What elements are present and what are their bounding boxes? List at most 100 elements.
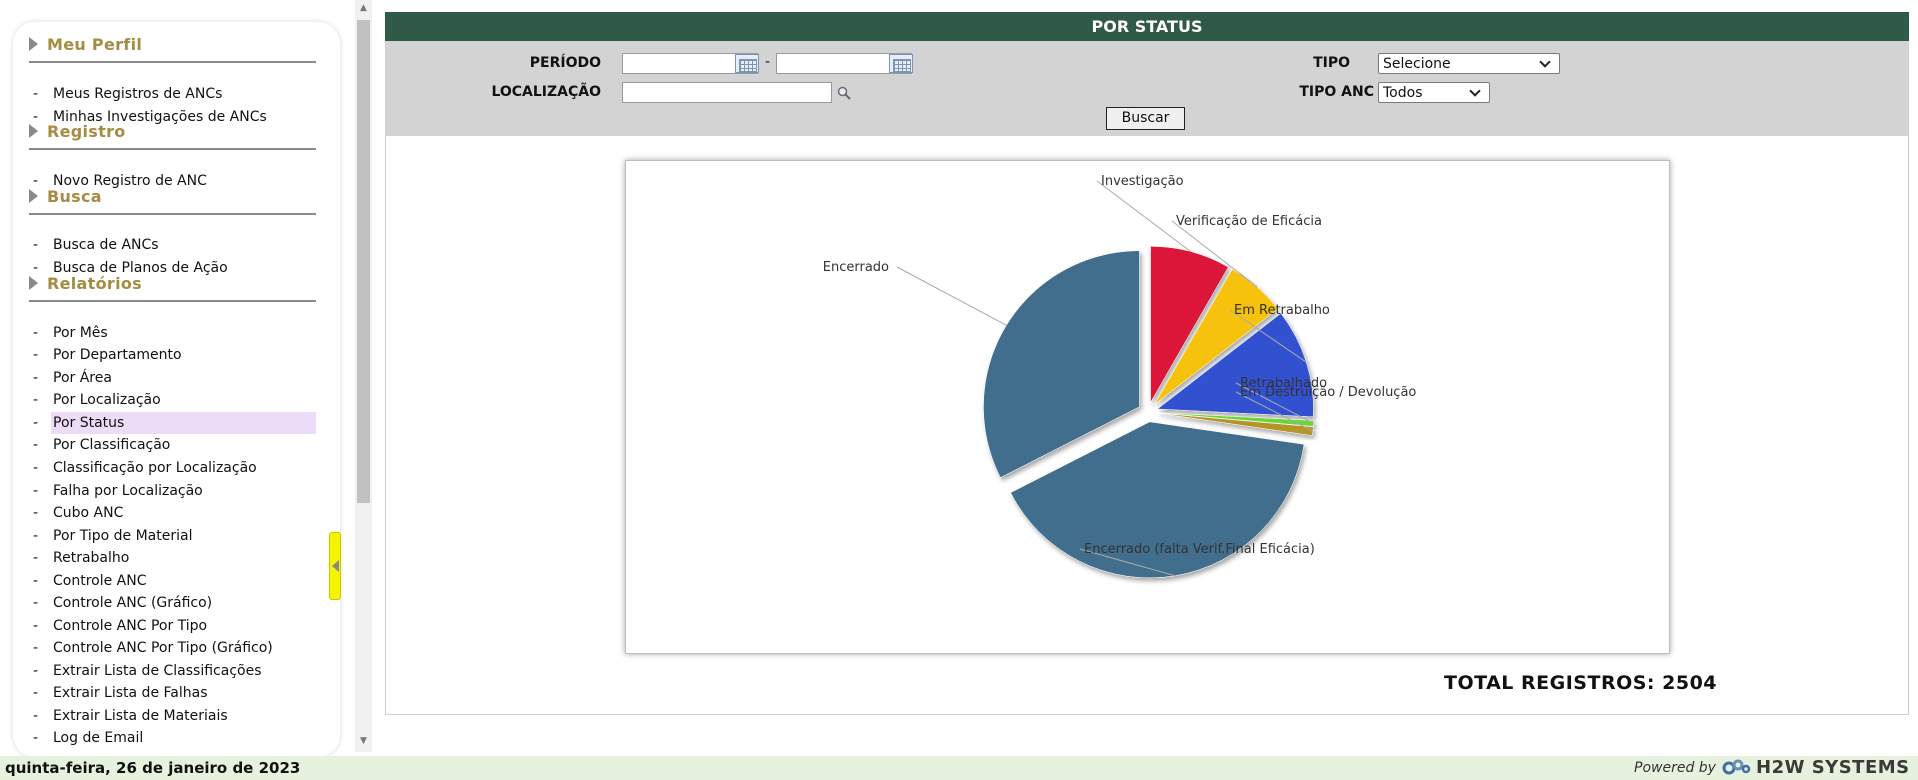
sidebar-item-extrair-lista-de-classificacoes[interactable]: - Extrair Lista de Classificações: [29, 660, 316, 682]
sidebar-item-label: Meus Registros de ANCs: [53, 86, 223, 102]
calendar-end-icon[interactable]: [889, 54, 913, 73]
sidebar-item-label: Por Mês: [53, 325, 108, 341]
pie-label-connector: [1235, 382, 1314, 424]
caret-right-icon: [29, 189, 38, 203]
sidebar-item-por-status[interactable]: - Por Status: [29, 412, 316, 434]
pie-slice-encerrado[interactable]: [983, 250, 1140, 478]
section-header-relatorios[interactable]: Relatórios: [29, 270, 316, 296]
sidebar-item-controle-anc-por-tipo-grafico[interactable]: - Controle ANC Por Tipo (Gráfico): [29, 637, 316, 659]
pie-label-connector: [1171, 220, 1258, 288]
search-icon[interactable]: [837, 86, 851, 100]
sidebar-item-log-de-email[interactable]: - Log de Email: [29, 727, 316, 749]
pie-label-retrabalhado: Retrabalhado: [1240, 376, 1327, 391]
item-bullet: -: [33, 618, 39, 634]
sidebar-item-por-departamento[interactable]: - Por Departamento: [29, 344, 316, 366]
periodo-label: PERÍODO: [529, 55, 601, 71]
sidebar-item-novo-registro-de-anc[interactable]: - Novo Registro de ANC: [29, 170, 316, 192]
section-header-registro[interactable]: Registro: [29, 118, 316, 144]
sidebar-item-extrair-lista-de-materiais[interactable]: - Extrair Lista de Materiais: [29, 705, 316, 727]
sidebar-item-label: Novo Registro de ANC: [53, 173, 207, 189]
buscar-button[interactable]: Buscar: [1106, 107, 1185, 130]
item-bullet: -: [33, 640, 39, 656]
tipo-anc-label: TIPO ANC: [1299, 84, 1374, 100]
pie-label-encerrado: Encerrado: [823, 260, 889, 275]
filter-panel: PERÍODO - LOCALIZAÇÃO TIPO Selecione TIP…: [385, 41, 1909, 136]
section-header-busca[interactable]: Busca: [29, 183, 316, 209]
sidebar-item-por-tipo-de-material[interactable]: - Por Tipo de Material: [29, 525, 316, 547]
item-bullet: -: [33, 109, 39, 125]
total-value: 2504: [1662, 672, 1718, 694]
pie-slice-verificacao-de-eficacia[interactable]: [1154, 268, 1279, 405]
item-bullet: -: [33, 483, 39, 499]
pie-label-connector: [896, 266, 1007, 326]
section-divider: [29, 300, 316, 302]
chevron-left-icon: [331, 560, 339, 572]
item-bullet: -: [33, 595, 39, 611]
sidebar-item-label: Por Área: [53, 370, 112, 386]
chevron-down-icon: [1539, 55, 1551, 68]
item-bullet: -: [33, 730, 39, 746]
pie-label-em-retrabalho: Em Retrabalho: [1234, 303, 1330, 318]
item-bullet: -: [33, 528, 39, 544]
sidebar-item-label: Classificação por Localização: [53, 460, 257, 476]
sidebar-item-controle-anc[interactable]: - Controle ANC: [29, 570, 316, 592]
scrollbar-thumb[interactable]: [357, 20, 370, 503]
sidebar-item-meus-registros-de-ancs[interactable]: - Meus Registros de ANCs: [29, 83, 316, 105]
section-title: Relatórios: [47, 273, 142, 293]
item-bullet: -: [33, 550, 39, 566]
sidebar-item-por-area[interactable]: - Por Área: [29, 367, 316, 389]
report-content: Investigação Verificação de Eficácia Em Re…: [385, 136, 1909, 715]
total-label: TOTAL REGISTROS:: [1444, 672, 1656, 694]
item-bullet: -: [33, 237, 39, 253]
sidebar-item-cubo-anc[interactable]: - Cubo ANC: [29, 502, 316, 524]
tipo-anc-select[interactable]: Todos: [1378, 82, 1490, 103]
tipo-anc-select-value: Todos: [1383, 84, 1423, 101]
scroll-up-arrow-icon[interactable]: ▲: [360, 3, 367, 13]
item-bullet: -: [33, 663, 39, 679]
brand-name: H2W SYSTEMS: [1756, 757, 1910, 778]
sidebar-item-por-localizacao[interactable]: - Por Localização: [29, 389, 316, 411]
item-bullet: -: [33, 370, 39, 386]
sidebar-item-falha-por-localizacao[interactable]: - Falha por Localização: [29, 480, 316, 502]
scroll-down-arrow-icon[interactable]: ▼: [360, 736, 367, 746]
footer-date: quinta-feira, 26 de janeiro de 2023: [5, 759, 301, 777]
sidebar-item-busca-de-ancs[interactable]: - Busca de ANCs: [29, 234, 316, 256]
periodo-end-input[interactable]: [776, 53, 912, 74]
item-bullet: -: [33, 415, 39, 431]
main-panel: POR STATUS PERÍODO - LOCALIZAÇÃO TIPO Se…: [385, 12, 1909, 715]
item-bullet: -: [33, 505, 39, 521]
pie-label-em-destruicao-devolucao: Em Destruição / Devolução: [1240, 385, 1416, 400]
sidebar-item-busca-de-planos-de-acao[interactable]: - Busca de Planos de Ação: [29, 257, 316, 279]
sidebar-item-controle-anc-por-tipo[interactable]: - Controle ANC Por Tipo: [29, 615, 316, 637]
section-divider: [29, 213, 316, 215]
section-header-meu-perfil[interactable]: Meu Perfil: [29, 31, 316, 57]
localizacao-input[interactable]: [622, 82, 832, 103]
calendar-start-icon[interactable]: [735, 54, 759, 73]
sidebar-item-label: Controle ANC (Gráfico): [53, 595, 213, 611]
sidebar-item-label: Minhas Investigações de ANCs: [53, 109, 267, 125]
tipo-select[interactable]: Selecione: [1378, 53, 1560, 74]
localizacao-label: LOCALIZAÇÃO: [491, 84, 601, 100]
sidebar-item-label: Por Localização: [53, 392, 161, 408]
sidebar-item-label: Retrabalho: [53, 550, 130, 566]
section-divider: [29, 61, 316, 63]
item-bullet: -: [33, 685, 39, 701]
sidebar-item-label: Falha por Localização: [53, 483, 203, 499]
sidebar-item-minhas-investigacoes-de-ancs[interactable]: - Minhas Investigações de ANCs: [29, 106, 316, 128]
sidebar-item-label: Busca de Planos de Ação: [53, 260, 228, 276]
sidebar-scrollbar[interactable]: ▲ ▼: [355, 0, 372, 752]
pie-label-connector: [1079, 548, 1176, 577]
sidebar-item-controle-anc-grafico[interactable]: - Controle ANC (Gráfico): [29, 592, 316, 614]
sidebar-item-extrair-lista-de-falhas[interactable]: - Extrair Lista de Falhas: [29, 682, 316, 704]
sidebar: Meu Perfil - Meus Registros de ANCs - Minhas…: [13, 22, 340, 757]
sidebar-item-classificacao-por-localizacao[interactable]: - Classificação por Localização: [29, 457, 316, 479]
item-bullet: -: [33, 708, 39, 724]
item-bullet: -: [33, 260, 39, 276]
item-bullet: -: [33, 325, 39, 341]
periodo-start-input[interactable]: [622, 53, 758, 74]
sidebar-item-por-mes[interactable]: - Por Mês: [29, 322, 316, 344]
section-title: Busca: [47, 186, 102, 206]
sidebar-item-por-classificacao[interactable]: - Por Classificação: [29, 434, 316, 456]
sidebar-item-retrabalho[interactable]: - Retrabalho: [29, 547, 316, 569]
sidebar-collapse-handle[interactable]: [329, 532, 341, 600]
